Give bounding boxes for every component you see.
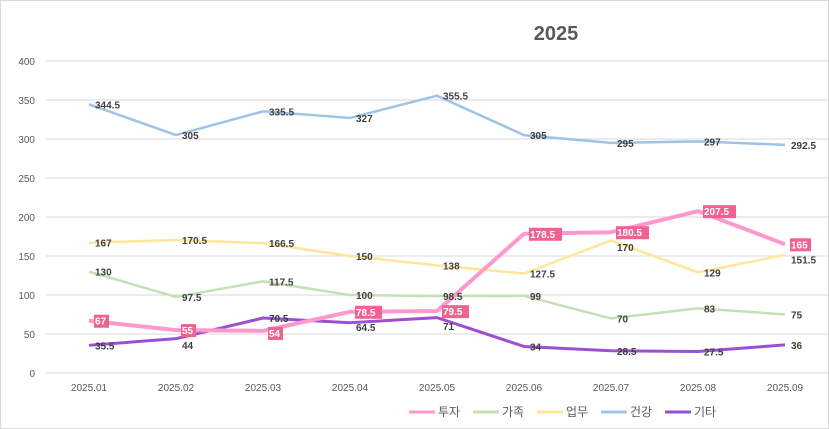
legend-label: 업무 [566, 405, 588, 419]
x-tick-label: 2025.08 [680, 383, 717, 394]
y-tick-label: 50 [24, 330, 36, 341]
data-label: 127.5 [530, 270, 555, 281]
data-label: 98.5 [443, 292, 463, 303]
data-label: 355.5 [443, 92, 468, 103]
x-tick-label: 2025.07 [593, 383, 630, 394]
data-label: 150 [356, 252, 373, 263]
legend-label: 가족 [502, 405, 524, 419]
data-label: 67 [95, 317, 107, 328]
data-label: 166.5 [269, 239, 294, 250]
data-label: 79.5 [443, 307, 463, 318]
x-tick-label: 2025.03 [245, 383, 282, 394]
data-label: 28.5 [617, 347, 637, 358]
data-label: 27.5 [704, 348, 724, 359]
data-label: 170.5 [182, 236, 207, 247]
x-tick-label: 2025.05 [419, 383, 456, 394]
series-line-업무 [88, 238, 786, 275]
data-label: 44 [182, 341, 194, 352]
data-label: 129 [704, 268, 721, 279]
data-label: 70.5 [269, 314, 289, 325]
data-label: 99 [530, 292, 542, 303]
data-label-bg [181, 324, 196, 338]
data-label-bg [355, 305, 382, 319]
data-label: 83 [704, 304, 716, 315]
data-label-bg [529, 227, 562, 241]
data-label: 178.5 [530, 230, 555, 241]
data-label: 97.5 [182, 293, 202, 304]
y-tick-label: 250 [18, 174, 35, 185]
x-tick-label: 2025.04 [332, 383, 369, 394]
data-label: 165 [791, 240, 808, 251]
y-tick-label: 200 [18, 213, 35, 224]
data-label: 167 [95, 239, 112, 250]
data-label: 151.5 [791, 255, 816, 266]
data-label-bg [442, 305, 469, 319]
y-tick-label: 150 [18, 252, 35, 263]
data-label: 344.5 [95, 100, 120, 111]
data-label: 207.5 [704, 207, 729, 218]
y-tick-label: 100 [18, 291, 35, 302]
legend-label: 건강 [630, 405, 652, 419]
data-label-bg [616, 226, 649, 240]
data-label: 55 [182, 326, 194, 337]
data-label: 297 [704, 137, 721, 148]
data-label: 100 [356, 291, 373, 302]
x-tick-label: 2025.09 [767, 383, 804, 394]
data-label-bg [268, 327, 283, 341]
legend-label: 투자 [438, 405, 460, 419]
x-tick-label: 2025.02 [158, 383, 195, 394]
data-label: 305 [182, 131, 199, 142]
data-label: 71 [443, 322, 455, 333]
x-tick-label: 2025.06 [506, 383, 543, 394]
data-label: 54 [269, 329, 281, 340]
series-line-가족 [88, 270, 786, 320]
data-label: 130 [95, 268, 112, 279]
data-label-bg [703, 205, 736, 219]
data-label-bg [94, 314, 109, 328]
data-label: 295 [617, 139, 634, 150]
series-line-건강 [88, 94, 786, 147]
x-tick-label: 2025.01 [71, 383, 108, 394]
data-label: 138 [443, 261, 460, 272]
data-label: 335.5 [269, 107, 294, 118]
data-label: 70 [617, 314, 629, 325]
data-label: 170 [617, 243, 634, 254]
data-label: 64.5 [356, 323, 376, 334]
y-tick-label: 350 [18, 96, 35, 107]
y-tick-label: 300 [18, 135, 35, 146]
y-tick-label: 400 [18, 57, 35, 68]
data-label: 180.5 [617, 228, 642, 239]
data-label: 34 [530, 342, 542, 353]
data-label: 305 [530, 131, 547, 142]
chart-title: 2025 [534, 23, 579, 45]
data-label: 292.5 [791, 141, 816, 152]
data-label: 327 [356, 114, 373, 125]
data-label-bg [790, 238, 811, 252]
data-label: 75 [791, 311, 803, 322]
series-line-투자 [88, 209, 786, 333]
data-label: 78.5 [356, 308, 376, 319]
y-tick-label: 0 [29, 369, 35, 380]
legend-label: 기타 [694, 405, 716, 419]
data-label: 117.5 [269, 277, 294, 288]
data-label: 36 [791, 341, 803, 352]
data-label: 35.5 [95, 341, 115, 352]
